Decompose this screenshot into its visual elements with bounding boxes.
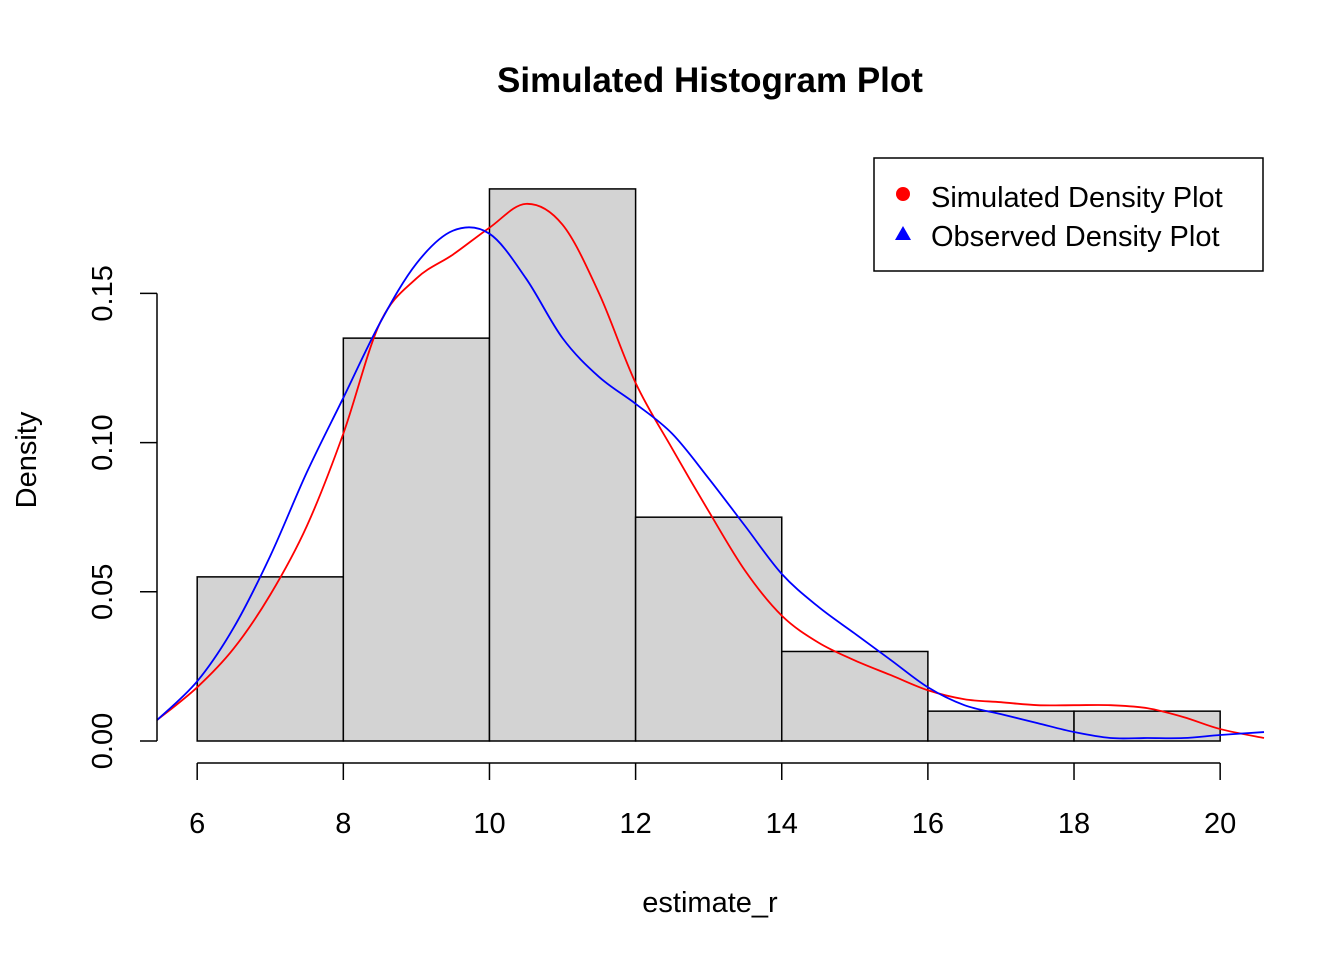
- axes: 6 8 10 12 14 16 18 20 0.00 0.05 0.10 0.15: [87, 265, 1236, 840]
- legend-simulated-marker: [896, 187, 910, 201]
- x-tick-label-7: 20: [1204, 808, 1236, 840]
- x-tick-label-3: 12: [619, 808, 651, 840]
- y-axis-label: Density: [11, 411, 43, 508]
- histogram-bar-0: [196, 576, 345, 742]
- simulated-density-line: [156, 202, 1265, 739]
- y-tick-label-3: 0.15: [87, 265, 119, 321]
- observed-density-line: [156, 226, 1265, 740]
- legend-observed-label: Observed Density Plot: [931, 221, 1220, 253]
- legend-box: [873, 157, 1264, 272]
- x-tick-label-2: 10: [473, 808, 505, 840]
- legend-observed-marker: [895, 226, 911, 240]
- y-tick-label-1: 0.05: [87, 564, 119, 620]
- y-tick-label-0: 0.00: [87, 713, 119, 769]
- histogram-bars: [196, 188, 1221, 742]
- x-tick-label-0: 6: [189, 808, 205, 840]
- histogram-bar-3: [634, 516, 783, 742]
- x-axis-label: estimate_r: [642, 887, 778, 919]
- chart-title: Simulated Histogram Plot: [497, 61, 923, 100]
- legend-simulated-label: Simulated Density Plot: [931, 182, 1223, 214]
- histogram-bar-1: [342, 337, 491, 742]
- density-curves: [156, 202, 1265, 740]
- histogram-bar-2: [488, 188, 637, 742]
- x-tick-label-1: 8: [335, 808, 351, 840]
- x-tick-label-6: 18: [1058, 808, 1090, 840]
- x-tick-label-5: 16: [912, 808, 944, 840]
- x-tick-label-4: 14: [766, 808, 798, 840]
- legend: Simulated Density Plot Observed Density …: [873, 157, 1264, 272]
- y-tick-label-2: 0.10: [87, 414, 119, 470]
- histogram-bar-4: [780, 650, 929, 742]
